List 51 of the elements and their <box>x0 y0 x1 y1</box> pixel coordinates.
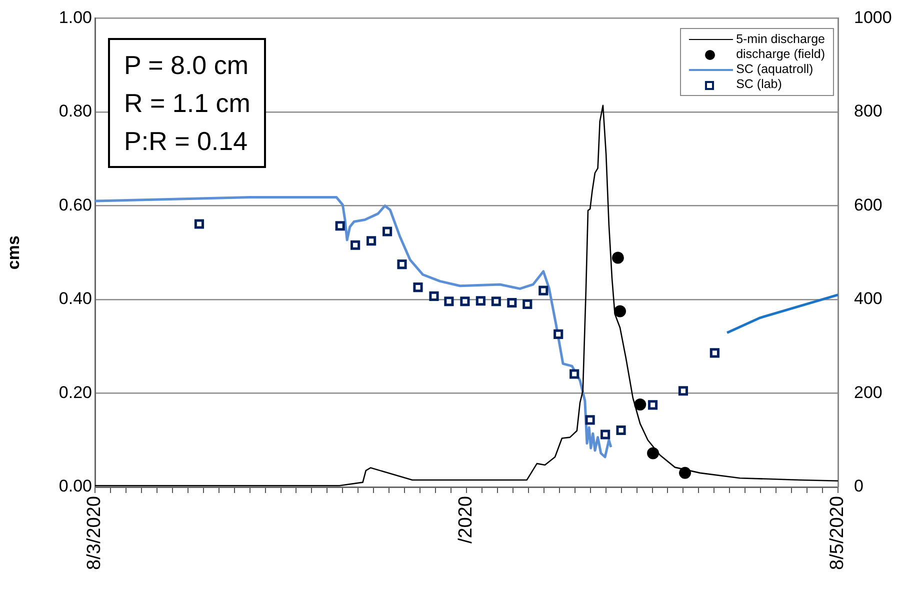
point <box>538 286 548 296</box>
point <box>507 298 517 308</box>
point <box>614 305 626 318</box>
point <box>476 296 486 306</box>
point <box>678 386 688 396</box>
y-tick-label: 1.00 <box>58 8 92 27</box>
legend-label: discharge (field) <box>736 47 825 62</box>
y-axis-title: cms <box>4 236 23 270</box>
point <box>522 299 532 309</box>
point <box>710 348 720 358</box>
point <box>648 400 658 410</box>
x-tick-label: /2020 <box>456 496 477 544</box>
point <box>616 425 626 436</box>
y2-tick-label: 0 <box>854 476 864 496</box>
y2-tick-label: 200 <box>854 382 882 402</box>
point <box>350 240 360 250</box>
point <box>612 252 624 264</box>
y2-tick-label: 400 <box>854 289 882 308</box>
point <box>429 291 439 301</box>
y2-tick-label: 800 <box>854 102 882 121</box>
legend-label: SC (aquatroll) <box>736 62 814 77</box>
x-tick-label: 8/3/2020 <box>84 496 106 570</box>
legend-label: 5-min discharge <box>736 32 825 47</box>
y2-tick-label: 600 <box>854 195 882 214</box>
y-tick-label: 0.80 <box>58 102 92 121</box>
y-tick-label: 0.20 <box>58 382 92 402</box>
legend-label: SC (lab) <box>736 77 782 92</box>
point <box>335 221 345 231</box>
y-tick-label: 0.60 <box>58 195 92 214</box>
y-tick-label: 0.00 <box>58 476 92 496</box>
point <box>554 329 564 339</box>
point <box>585 415 595 425</box>
annotation: R = 1.1 cm <box>124 87 250 120</box>
point <box>444 296 454 306</box>
point <box>600 430 610 440</box>
point <box>397 260 407 270</box>
point <box>366 236 376 246</box>
annotation: P:R = 0.14 <box>124 125 249 158</box>
x-tick-label: 8/5/2020 <box>827 496 848 570</box>
point <box>413 282 423 292</box>
point <box>460 296 470 306</box>
point <box>491 296 501 306</box>
point <box>634 398 646 410</box>
point <box>382 226 392 236</box>
y2-tick-label: 1000 <box>854 8 892 27</box>
y-tick-label: 0.40 <box>58 289 92 308</box>
point <box>570 369 580 379</box>
point <box>647 447 660 460</box>
annotation: P = 8.0 cm <box>124 49 250 82</box>
point <box>679 466 692 479</box>
point <box>194 219 204 229</box>
